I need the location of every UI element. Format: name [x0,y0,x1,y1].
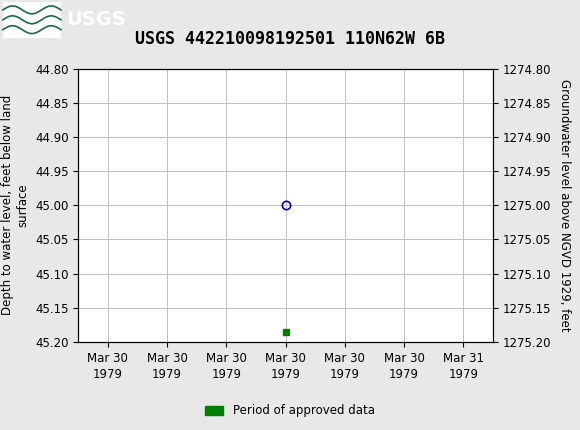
Bar [3,2,61,37]
Text: USGS 442210098192501 110N62W 6B: USGS 442210098192501 110N62W 6B [135,30,445,48]
Y-axis label: Depth to water level, feet below land
surface: Depth to water level, feet below land su… [1,95,30,316]
Legend: Period of approved data: Period of approved data [201,399,379,422]
Text: USGS: USGS [67,10,126,29]
Y-axis label: Groundwater level above NGVD 1929, feet: Groundwater level above NGVD 1929, feet [559,79,571,332]
